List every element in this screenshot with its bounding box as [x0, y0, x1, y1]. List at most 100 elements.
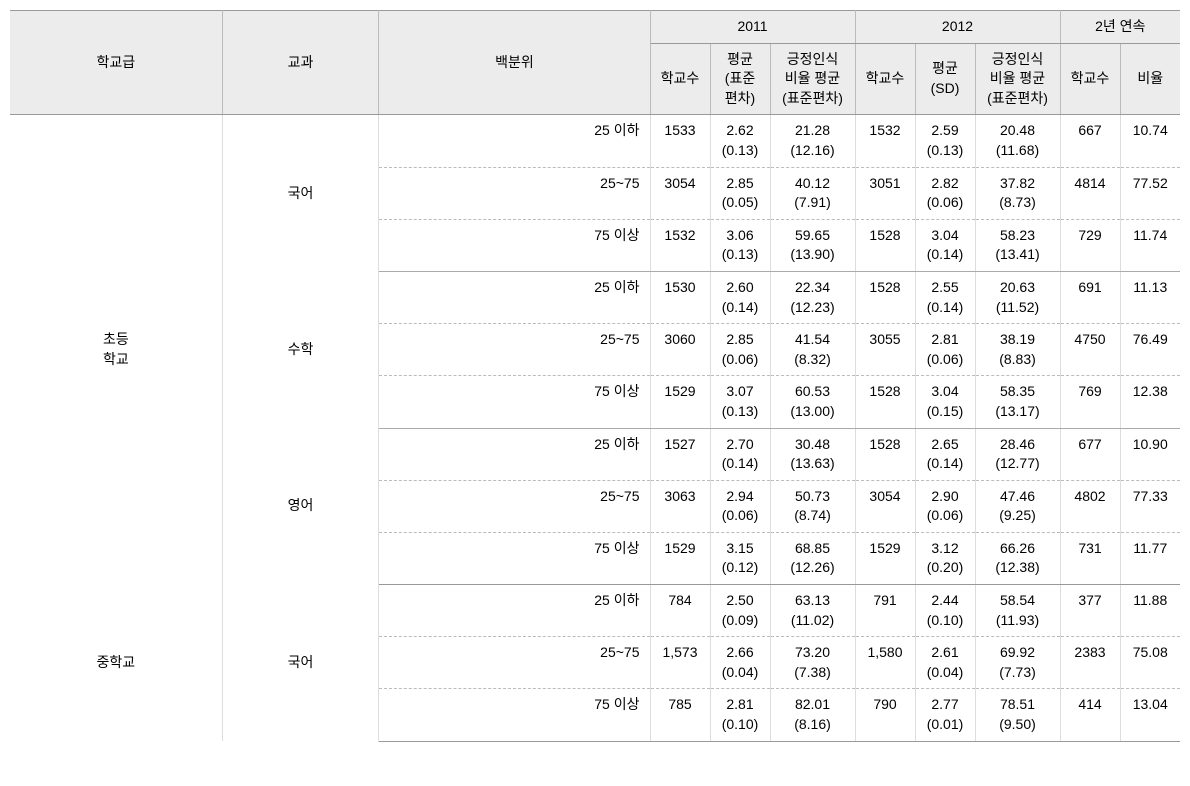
cell-cons-schools: 677	[1060, 428, 1120, 480]
cell-schools-2011: 1532	[650, 219, 710, 271]
cell-schools-2012: 1532	[855, 115, 915, 167]
cell-positive-2012: 28.46(12.77)	[975, 428, 1060, 480]
cell-schools-2012: 791	[855, 585, 915, 637]
cell-mean-2011: 2.81(0.10)	[710, 689, 770, 741]
cell-schools-2011: 3060	[650, 324, 710, 376]
percentile-label: 75 이상	[379, 376, 650, 428]
cell-mean-2012: 2.81(0.06)	[915, 324, 975, 376]
cell-mean-2011: 2.62(0.13)	[710, 115, 770, 167]
cell-ratio: 75.08	[1120, 637, 1180, 689]
cell-schools-2011: 1527	[650, 428, 710, 480]
cell-schools-2012: 790	[855, 689, 915, 741]
cell-mean-2011: 2.66(0.04)	[710, 637, 770, 689]
cell-mean-2012: 2.65(0.14)	[915, 428, 975, 480]
cell-mean-2011: 2.94(0.06)	[710, 480, 770, 532]
cell-schools-2011: 3054	[650, 167, 710, 219]
cell-positive-2012: 66.26(12.38)	[975, 532, 1060, 584]
subject-math: 수학	[222, 271, 379, 428]
cell-cons-schools: 2383	[1060, 637, 1120, 689]
cell-schools-2011: 1533	[650, 115, 710, 167]
cell-mean-2012: 2.82(0.06)	[915, 167, 975, 219]
cell-positive-2012: 20.63(11.52)	[975, 271, 1060, 323]
cell-mean-2012: 2.61(0.04)	[915, 637, 975, 689]
cell-cons-schools: 4814	[1060, 167, 1120, 219]
cell-mean-2011: 3.07(0.13)	[710, 376, 770, 428]
cell-ratio: 10.90	[1120, 428, 1180, 480]
header-level: 학교급	[10, 11, 222, 115]
cell-positive-2011: 60.53(13.00)	[770, 376, 855, 428]
cell-schools-2012: 1529	[855, 532, 915, 584]
cell-ratio: 11.88	[1120, 585, 1180, 637]
cell-positive-2011: 68.85(12.26)	[770, 532, 855, 584]
cell-ratio: 11.77	[1120, 532, 1180, 584]
table-row: 중학교국어25 이하 784 2.50(0.09) 63.13(11.02) 7…	[10, 585, 1180, 637]
data-table: 학교급 교과 백분위 2011 2012 2년 연속 학교수 평균 (표준 편차…	[10, 10, 1180, 742]
cell-schools-2012: 1,580	[855, 637, 915, 689]
header-mean-2011: 평균 (표준 편차)	[710, 43, 770, 115]
header-percentile: 백분위	[379, 11, 650, 115]
cell-mean-2012: 3.12(0.20)	[915, 532, 975, 584]
cell-schools-2012: 3054	[855, 480, 915, 532]
level-middle: 중학교	[10, 585, 222, 742]
cell-positive-2012: 58.23(13.41)	[975, 219, 1060, 271]
cell-ratio: 11.13	[1120, 271, 1180, 323]
header-ratio: 비율	[1120, 43, 1180, 115]
percentile-label: 75 이상	[379, 219, 650, 271]
header-cons-schools: 학교수	[1060, 43, 1120, 115]
percentile-label: 25 이하	[379, 585, 650, 637]
percentile-label: 25~75	[379, 480, 650, 532]
header-consecutive: 2년 연속	[1060, 11, 1180, 44]
cell-positive-2011: 50.73(8.74)	[770, 480, 855, 532]
cell-cons-schools: 769	[1060, 376, 1120, 428]
cell-mean-2012: 2.55(0.14)	[915, 271, 975, 323]
cell-positive-2011: 22.34(12.23)	[770, 271, 855, 323]
cell-positive-2012: 37.82(8.73)	[975, 167, 1060, 219]
cell-schools-2011: 3063	[650, 480, 710, 532]
cell-cons-schools: 691	[1060, 271, 1120, 323]
cell-ratio: 77.33	[1120, 480, 1180, 532]
cell-schools-2011: 1530	[650, 271, 710, 323]
cell-mean-2011: 2.70(0.14)	[710, 428, 770, 480]
table-row: 초등 학교국어25 이하 1533 2.62(0.13) 21.28(12.16…	[10, 115, 1180, 167]
percentile-label: 25~75	[379, 324, 650, 376]
percentile-label: 75 이상	[379, 532, 650, 584]
cell-mean-2011: 3.15(0.12)	[710, 532, 770, 584]
cell-schools-2011: 1529	[650, 376, 710, 428]
cell-positive-2012: 47.46(9.25)	[975, 480, 1060, 532]
cell-ratio: 11.74	[1120, 219, 1180, 271]
cell-ratio: 76.49	[1120, 324, 1180, 376]
cell-ratio: 13.04	[1120, 689, 1180, 741]
cell-schools-2011: 784	[650, 585, 710, 637]
cell-positive-2012: 58.35(13.17)	[975, 376, 1060, 428]
cell-cons-schools: 4802	[1060, 480, 1120, 532]
subject-english: 영어	[222, 428, 379, 585]
cell-mean-2011: 3.06(0.13)	[710, 219, 770, 271]
cell-positive-2011: 63.13(11.02)	[770, 585, 855, 637]
cell-cons-schools: 414	[1060, 689, 1120, 741]
cell-schools-2012: 1528	[855, 376, 915, 428]
cell-schools-2012: 1528	[855, 271, 915, 323]
table-header: 학교급 교과 백분위 2011 2012 2년 연속 학교수 평균 (표준 편차…	[10, 11, 1180, 115]
cell-mean-2011: 2.50(0.09)	[710, 585, 770, 637]
cell-positive-2011: 82.01(8.16)	[770, 689, 855, 741]
percentile-label: 25 이하	[379, 115, 650, 167]
cell-positive-2011: 73.20(7.38)	[770, 637, 855, 689]
cell-positive-2012: 38.19(8.83)	[975, 324, 1060, 376]
cell-cons-schools: 729	[1060, 219, 1120, 271]
header-positive-2012: 긍정인식 비율 평균 (표준편차)	[975, 43, 1060, 115]
cell-positive-2011: 40.12(7.91)	[770, 167, 855, 219]
percentile-label: 25 이하	[379, 428, 650, 480]
percentile-label: 25 이하	[379, 271, 650, 323]
cell-schools-2011: 785	[650, 689, 710, 741]
cell-positive-2011: 41.54(8.32)	[770, 324, 855, 376]
table-body: 초등 학교국어25 이하 1533 2.62(0.13) 21.28(12.16…	[10, 115, 1180, 741]
percentile-label: 25~75	[379, 167, 650, 219]
subject-korean: 국어	[222, 115, 379, 272]
cell-cons-schools: 377	[1060, 585, 1120, 637]
cell-mean-2012: 2.90(0.06)	[915, 480, 975, 532]
header-mean-2012: 평균 (SD)	[915, 43, 975, 115]
header-schools-2011: 학교수	[650, 43, 710, 115]
header-subject: 교과	[222, 11, 379, 115]
cell-schools-2012: 3055	[855, 324, 915, 376]
percentile-label: 25~75	[379, 637, 650, 689]
